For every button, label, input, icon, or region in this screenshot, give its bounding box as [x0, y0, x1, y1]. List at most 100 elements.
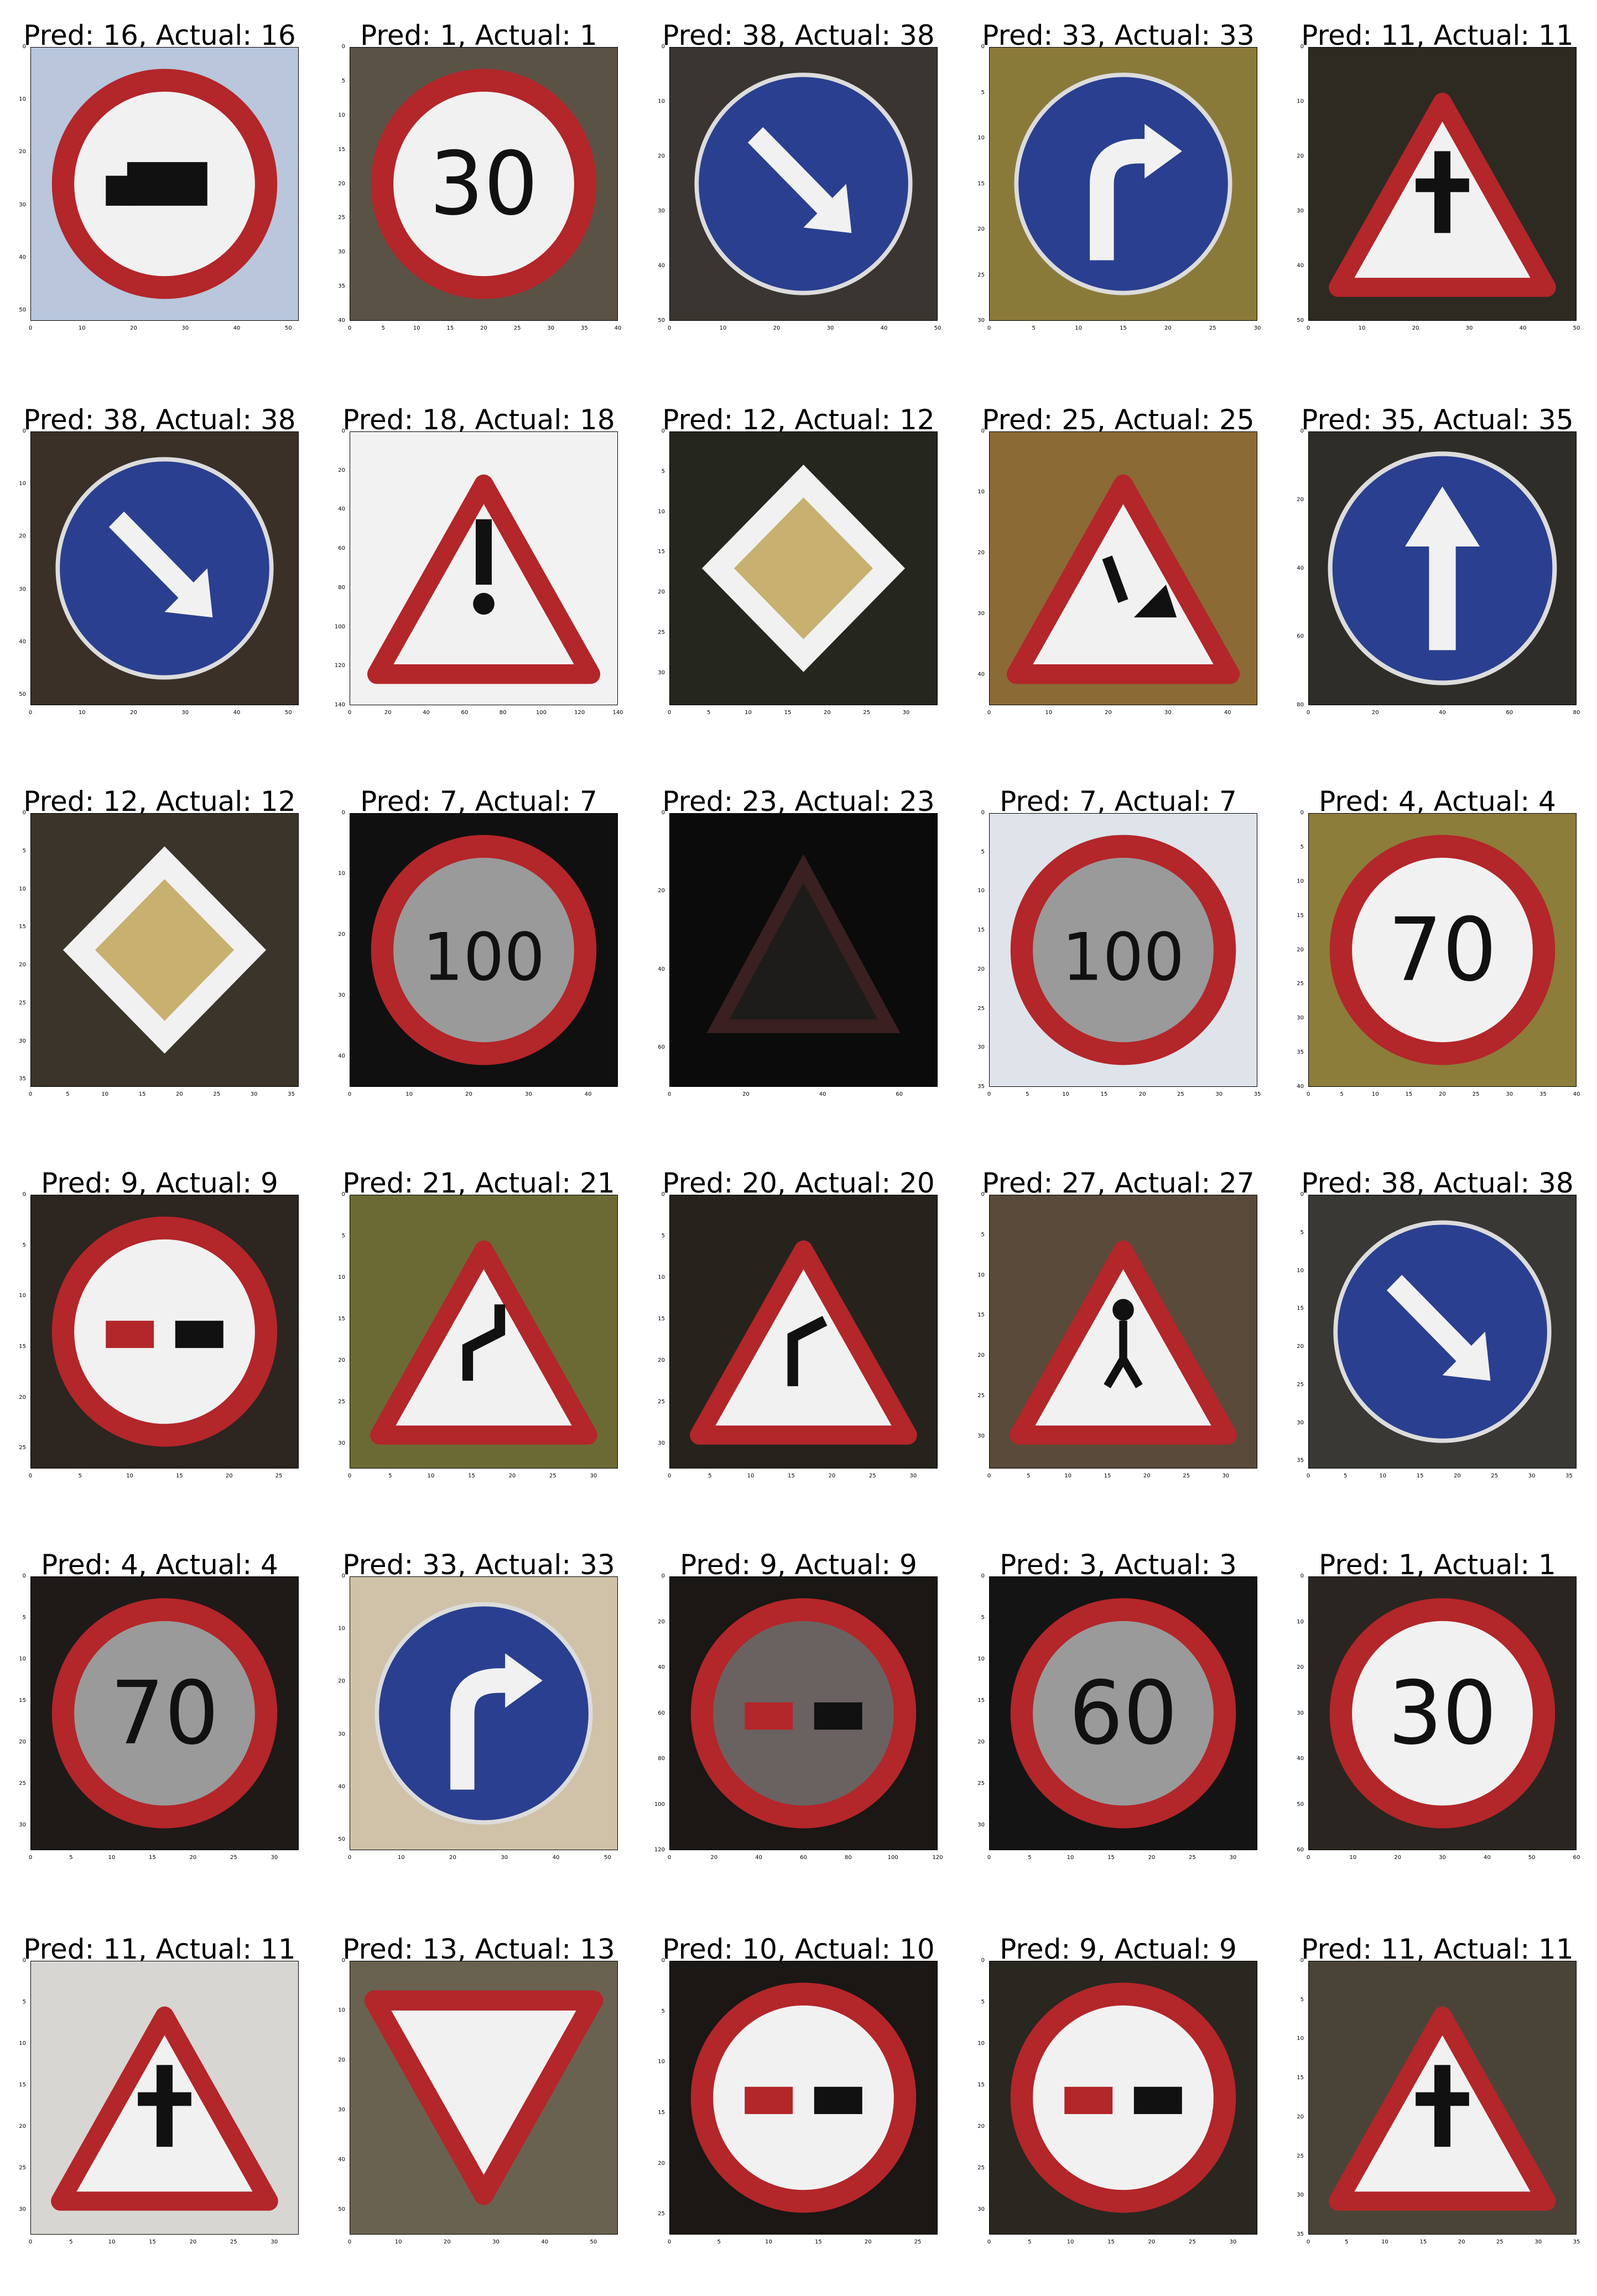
x-tick-label: 5 — [388, 1473, 392, 1479]
sign-image: 30 — [350, 47, 618, 321]
prediction-title: Pred: 38, Actual: 38 — [1301, 1167, 1574, 1199]
x-tick-label: 120 — [574, 710, 585, 716]
prediction-cell: Pred: 23, Actual: 23 0 0 20 20 40 40 60 60 — [639, 766, 958, 1148]
prediction-cell: Pred: 12, Actual: 12 0 0 5 5 10 10 15 15 20 20 25 25… — [0, 766, 319, 1148]
y-tick-label: 20 — [658, 589, 665, 596]
y-tick-label: 5 — [661, 1233, 665, 1239]
x-tick-label: 0 — [28, 2239, 33, 2245]
y-tick-label: 20 — [1297, 153, 1304, 159]
x-tick-label: 20 — [176, 1091, 183, 1097]
y-tick-label: 10 — [658, 1274, 665, 1280]
x-tick-label: 40 — [1519, 325, 1527, 331]
y-tick-label: 80 — [658, 1756, 665, 1762]
y-tick-label: 0 — [341, 810, 345, 816]
y-tick-label: 5 — [981, 1999, 985, 2005]
prediction-title: Pred: 21, Actual: 21 — [342, 1167, 615, 1199]
y-tick-label: 35 — [1297, 1457, 1304, 1464]
prediction-title: Pred: 27, Actual: 27 — [982, 1167, 1255, 1199]
y-tick-label: 25 — [1297, 2153, 1304, 2159]
x-tick-label: 20 — [1148, 2239, 1156, 2245]
x-tick-label: 15 — [468, 1473, 475, 1479]
x-tick-label: 25 — [213, 1091, 221, 1097]
y-tick-label: 40 — [338, 1053, 345, 1059]
x-tick-label: 0 — [667, 710, 672, 716]
sign-image — [350, 1961, 618, 2235]
svg-text:30: 30 — [429, 133, 538, 235]
sign-image — [350, 431, 618, 705]
y-tick-label: 0 — [661, 1573, 665, 1579]
y-tick-label: 50 — [1297, 1801, 1304, 1808]
x-tick-label: 25 — [230, 1855, 237, 1861]
y-tick-label: 30 — [977, 1433, 985, 1439]
y-tick-label: 0 — [1300, 44, 1304, 50]
y-tick-label: 10 — [338, 112, 345, 118]
x-tick-label: 10 — [1358, 325, 1366, 331]
prediction-title: Pred: 7, Actual: 7 — [1000, 785, 1237, 818]
y-tick-label: 5 — [22, 1615, 26, 1621]
x-tick-label: 20 — [130, 325, 137, 331]
y-tick-label: 30 — [977, 317, 985, 324]
prediction-cell: Pred: 33, Actual: 33 0 0 5 5 10 10 15 15 20 20 25 25… — [959, 0, 1278, 382]
x-tick-label: 0 — [987, 1473, 991, 1479]
x-tick-label: 0 — [987, 1091, 991, 1097]
sign-image — [669, 1961, 938, 2235]
sign-image: 70 — [1308, 813, 1577, 1087]
y-tick-label: 0 — [341, 1957, 345, 1964]
prediction-cell: Pred: 7, Actual: 7 100 0 0 5 5 10 10 15 15 20 20 25 2… — [959, 766, 1278, 1148]
x-tick-label: 15 — [784, 710, 792, 716]
x-tick-label: 50 — [934, 325, 941, 331]
y-tick-label: 0 — [661, 1191, 665, 1198]
y-tick-label: 30 — [19, 586, 26, 592]
x-tick-label: 40 — [541, 2239, 549, 2245]
prediction-cell: Pred: 27, Actual: 27 0 0 5 5 10 10 15 15 20 20 25 25… — [959, 1148, 1278, 1530]
prediction-title: Pred: 4, Actual: 4 — [1319, 785, 1556, 818]
x-tick-label: 25 — [513, 325, 521, 331]
y-tick-label: 30 — [19, 201, 26, 208]
y-tick-label: 10 — [338, 1626, 345, 1632]
y-tick-label: 40 — [658, 263, 665, 269]
y-tick-label: 20 — [658, 153, 665, 159]
x-tick-label: 5 — [1032, 325, 1036, 331]
x-tick-label: 10 — [1379, 1473, 1387, 1479]
y-tick-label: 20 — [19, 962, 26, 968]
y-tick-label: 10 — [1297, 1267, 1304, 1274]
y-tick-label: 30 — [338, 992, 345, 998]
x-tick-label: 30 — [181, 710, 189, 716]
y-tick-label: 25 — [1297, 981, 1304, 987]
x-tick-label: 25 — [230, 2239, 237, 2245]
x-tick-label: 10 — [405, 1091, 413, 1097]
sign-image — [30, 1961, 299, 2235]
y-tick-label: 10 — [1297, 878, 1304, 884]
x-tick-label: 10 — [108, 1855, 116, 1861]
x-tick-label: 20 — [1143, 1473, 1151, 1479]
x-tick-label: 10 — [108, 2239, 116, 2245]
x-tick-label: 30 — [909, 1473, 917, 1479]
y-tick-label: 25 — [19, 2165, 26, 2171]
y-tick-label: 25 — [19, 1445, 26, 1451]
sign-image — [669, 1195, 938, 1469]
y-tick-label: 60 — [658, 1044, 665, 1051]
y-tick-label: 10 — [977, 1656, 985, 1662]
y-tick-label: 20 — [1297, 496, 1304, 503]
y-tick-label: 20 — [1297, 946, 1304, 953]
y-tick-label: 50 — [19, 306, 26, 313]
y-tick-label: 25 — [19, 999, 26, 1006]
y-tick-label: 30 — [338, 1440, 345, 1446]
x-tick-label: 35 — [288, 1091, 295, 1097]
y-tick-label: 30 — [658, 1440, 665, 1446]
x-tick-label: 20 — [465, 1091, 472, 1097]
x-tick-label: 5 — [1345, 2239, 1349, 2245]
x-tick-label: 20 — [189, 1855, 197, 1861]
prediction-cell: Pred: 1, Actual: 1 30 0 0 10 10 20 20 30 30 40 40 50… — [1278, 1529, 1597, 1912]
x-tick-label: 30 — [1439, 1855, 1446, 1861]
y-tick-label: 20 — [338, 180, 345, 187]
x-tick-label: 35 — [1539, 1091, 1547, 1097]
x-tick-label: 35 — [581, 325, 588, 331]
y-tick-label: 50 — [338, 2206, 345, 2212]
prediction-title: Pred: 3, Actual: 3 — [1000, 1549, 1237, 1581]
x-tick-label: 20 — [443, 2239, 451, 2245]
x-tick-label: 10 — [1045, 710, 1053, 716]
x-tick-label: 15 — [815, 2239, 822, 2245]
y-tick-label: 15 — [658, 2110, 665, 2116]
